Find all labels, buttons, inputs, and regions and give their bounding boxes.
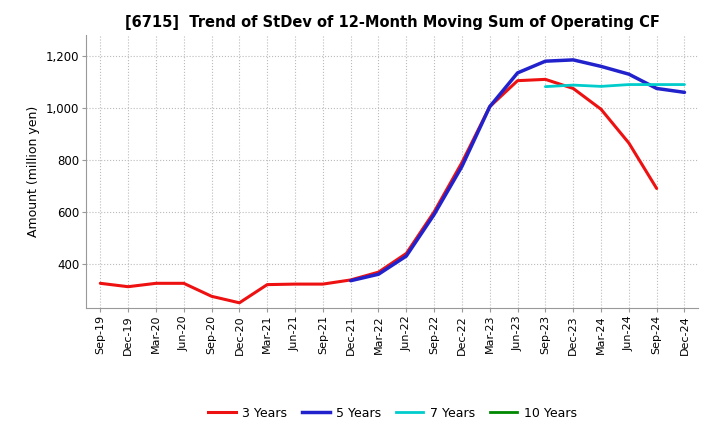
Y-axis label: Amount (million yen): Amount (million yen) <box>27 106 40 237</box>
3 Years <box>263 282 271 287</box>
3 Years <box>96 281 104 286</box>
3 Years <box>430 209 438 215</box>
3 Years <box>597 106 606 112</box>
3 Years <box>485 104 494 109</box>
Legend: 3 Years, 5 Years, 7 Years, 10 Years: 3 Years, 5 Years, 7 Years, 10 Years <box>203 402 582 425</box>
5 Years <box>541 59 550 64</box>
5 Years <box>624 72 633 77</box>
3 Years <box>235 300 243 305</box>
3 Years <box>513 78 522 83</box>
5 Years <box>680 90 689 95</box>
5 Years <box>652 86 661 91</box>
3 Years <box>291 282 300 287</box>
3 Years <box>374 270 383 275</box>
3 Years <box>402 251 410 256</box>
Line: 5 Years: 5 Years <box>351 60 685 281</box>
5 Years <box>402 253 410 259</box>
7 Years <box>680 82 689 87</box>
5 Years <box>458 164 467 169</box>
3 Years <box>152 281 161 286</box>
3 Years <box>124 284 132 290</box>
5 Years <box>430 212 438 217</box>
Line: 7 Years: 7 Years <box>546 84 685 87</box>
3 Years <box>318 282 327 287</box>
5 Years <box>569 57 577 62</box>
Title: [6715]  Trend of StDev of 12-Month Moving Sum of Operating CF: [6715] Trend of StDev of 12-Month Moving… <box>125 15 660 30</box>
5 Years <box>597 64 606 69</box>
3 Years <box>458 160 467 165</box>
5 Years <box>346 278 355 283</box>
5 Years <box>513 70 522 76</box>
5 Years <box>374 271 383 277</box>
7 Years <box>624 82 633 87</box>
3 Years <box>346 277 355 282</box>
3 Years <box>207 293 216 299</box>
5 Years <box>485 104 494 109</box>
Line: 3 Years: 3 Years <box>100 79 657 303</box>
3 Years <box>179 281 188 286</box>
7 Years <box>569 82 577 88</box>
3 Years <box>569 86 577 91</box>
3 Years <box>624 140 633 146</box>
3 Years <box>541 77 550 82</box>
7 Years <box>541 84 550 89</box>
7 Years <box>597 84 606 89</box>
7 Years <box>652 82 661 87</box>
3 Years <box>652 186 661 191</box>
